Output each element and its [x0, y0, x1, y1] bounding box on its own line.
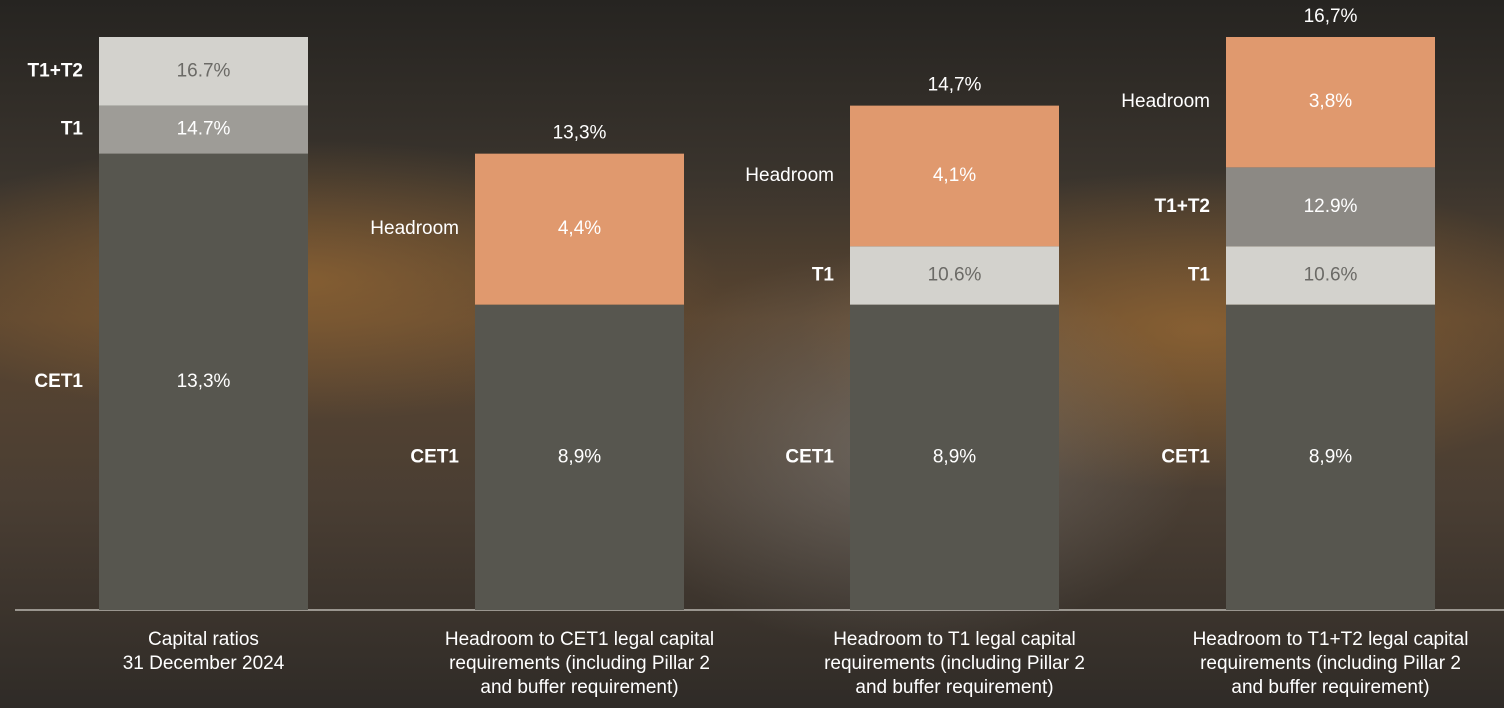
- segment-name: CET1: [410, 446, 459, 467]
- category-label: Capital ratios: [148, 629, 259, 650]
- segment-value-label: 12.9%: [1304, 196, 1358, 217]
- headroom-name: Headroom: [745, 165, 834, 186]
- segment-value-label: 14.7%: [177, 119, 231, 140]
- category-label: Headroom to T1+T2 legal capital: [1193, 629, 1469, 650]
- segment-name: CET1: [785, 446, 834, 467]
- headroom-value-label: 4,4%: [558, 218, 601, 239]
- total-label: 14,7%: [928, 75, 982, 96]
- segment-value-label: 8,9%: [558, 446, 601, 467]
- category-label: requirements (including Pillar 2: [1200, 653, 1461, 674]
- category-label: requirements (including Pillar 2: [824, 653, 1085, 674]
- category-label: Headroom to T1 legal capital: [833, 629, 1076, 650]
- segment-name: T1+T2: [28, 60, 83, 81]
- category-label: and buffer requirement): [855, 677, 1053, 698]
- segment-value-label: 13,3%: [177, 371, 231, 392]
- category-label: and buffer requirement): [1231, 677, 1429, 698]
- category-label: Headroom to CET1 legal capital: [445, 629, 714, 650]
- segment-value-label: 8,9%: [933, 446, 976, 467]
- segment-value-label: 8,9%: [1309, 446, 1352, 467]
- segment-name: T1: [1188, 264, 1211, 285]
- headroom-value-label: 3,8%: [1309, 91, 1352, 112]
- total-label: 16,7%: [1304, 6, 1358, 27]
- segment-value-label: 16.7%: [177, 60, 231, 81]
- segment-value-label: 10.6%: [928, 264, 982, 285]
- headroom-name: Headroom: [370, 218, 459, 239]
- category-label: 31 December 2024: [123, 653, 285, 674]
- headroom-name: Headroom: [1121, 91, 1210, 112]
- segment-name: T1: [61, 119, 84, 140]
- segment-value-label: 10.6%: [1304, 264, 1358, 285]
- headroom-value-label: 4,1%: [933, 165, 976, 186]
- chart: 13,3% CET1 14.7% T1 16.7% T1+T2 Capital ratios…: [0, 0, 1504, 708]
- page: 13,3% CET1 14.7% T1 16.7% T1+T2 Capital ratios…: [0, 0, 1504, 708]
- category-label: requirements (including Pillar 2: [449, 653, 710, 674]
- segment-name: T1: [812, 264, 835, 285]
- segment-name: CET1: [1161, 446, 1210, 467]
- category-label: and buffer requirement): [480, 677, 678, 698]
- total-label: 13,3%: [553, 123, 607, 144]
- segment-name: CET1: [34, 371, 83, 392]
- segment-name: T1+T2: [1155, 196, 1210, 217]
